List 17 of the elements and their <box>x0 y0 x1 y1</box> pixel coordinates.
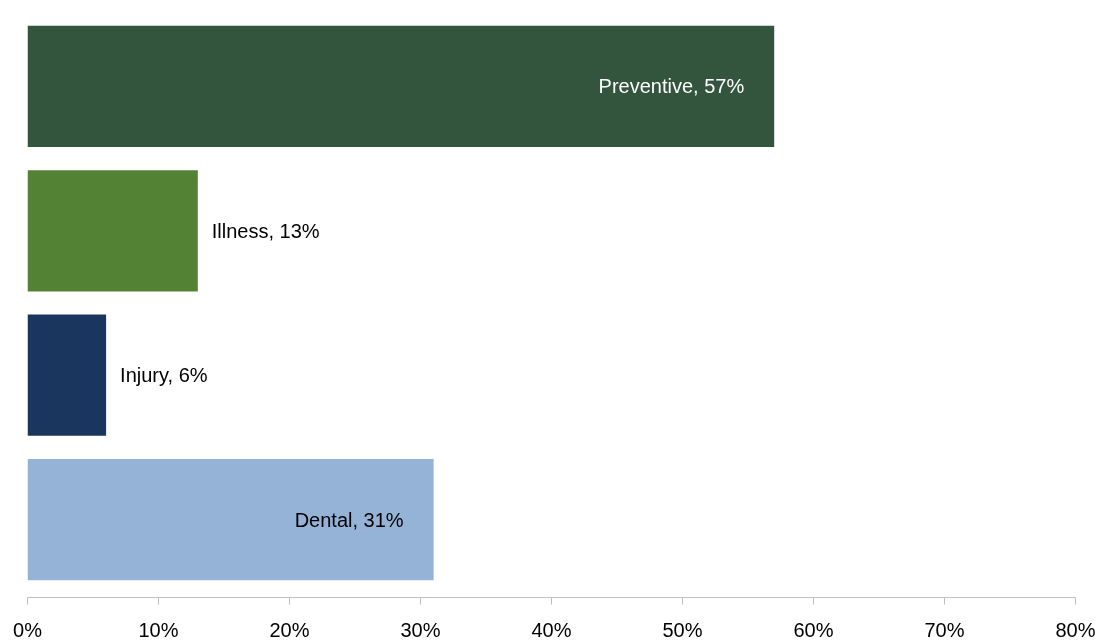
x-tick-label: 10% <box>138 618 179 641</box>
x-tick-label: 40% <box>531 618 572 641</box>
bar <box>27 25 775 148</box>
x-tick-label: 60% <box>793 618 834 641</box>
bar <box>27 170 198 292</box>
data-label: Dental, 31% <box>294 508 404 531</box>
x-tick-label: 50% <box>662 618 703 641</box>
bar <box>27 458 434 581</box>
x-tick-label: 20% <box>269 618 310 641</box>
x-tick-label: 80% <box>1055 618 1096 641</box>
bar <box>27 314 107 436</box>
data-label: Illness, 13% <box>211 219 320 242</box>
data-label: Injury, 6% <box>120 364 208 387</box>
data-label: Preventive, 57% <box>598 75 745 98</box>
x-tick-label: 30% <box>400 618 441 641</box>
x-tick-label: 0% <box>13 618 43 641</box>
x-tick-label: 70% <box>924 618 965 641</box>
